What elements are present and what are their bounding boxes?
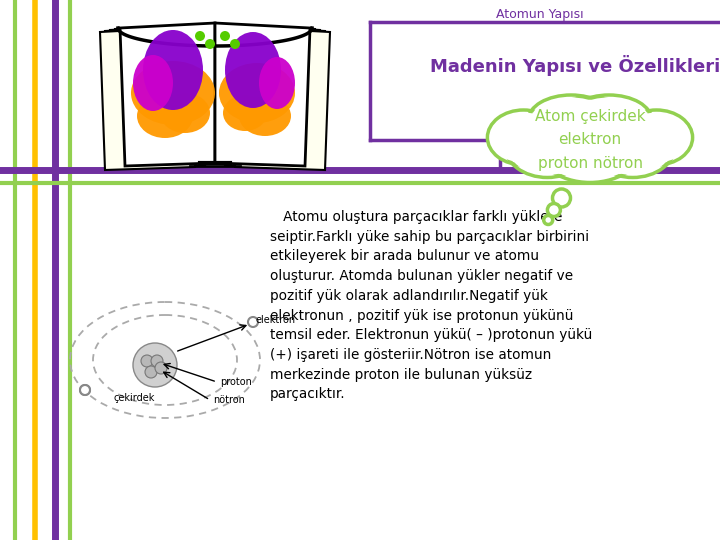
Ellipse shape bbox=[507, 115, 588, 175]
Ellipse shape bbox=[533, 98, 647, 183]
Ellipse shape bbox=[239, 96, 291, 136]
Ellipse shape bbox=[259, 57, 295, 109]
Text: nötron: nötron bbox=[213, 395, 245, 405]
Polygon shape bbox=[215, 23, 310, 166]
Ellipse shape bbox=[590, 112, 675, 178]
Ellipse shape bbox=[143, 30, 203, 110]
Ellipse shape bbox=[531, 98, 611, 143]
Ellipse shape bbox=[131, 61, 215, 125]
Text: Madenin Yapısı ve Özellikleri: Madenin Yapısı ve Özellikleri bbox=[430, 55, 720, 76]
Circle shape bbox=[151, 355, 163, 367]
Circle shape bbox=[155, 362, 167, 374]
Text: Atomun Yapısı: Atomun Yapısı bbox=[496, 8, 584, 21]
Circle shape bbox=[133, 343, 177, 387]
Polygon shape bbox=[225, 25, 320, 168]
Text: proton: proton bbox=[220, 377, 252, 387]
Text: Atom çekirdek
elektron
proton nötron: Atom çekirdek elektron proton nötron bbox=[535, 109, 645, 171]
Text: Atomu oluştura parçacıklar farklı yüklere
seiptir.Farklı yüke sahip bu parçacıkl: Atomu oluştura parçacıklar farklı yükler… bbox=[270, 210, 593, 401]
Circle shape bbox=[544, 215, 553, 225]
Ellipse shape bbox=[536, 100, 644, 180]
Circle shape bbox=[80, 385, 90, 395]
Polygon shape bbox=[110, 25, 205, 168]
Ellipse shape bbox=[593, 115, 673, 175]
Ellipse shape bbox=[621, 110, 693, 165]
Polygon shape bbox=[220, 24, 315, 167]
Ellipse shape bbox=[569, 98, 649, 143]
Ellipse shape bbox=[219, 63, 295, 123]
Circle shape bbox=[220, 31, 230, 41]
Polygon shape bbox=[115, 24, 210, 167]
Circle shape bbox=[248, 317, 258, 327]
Ellipse shape bbox=[160, 93, 210, 133]
Polygon shape bbox=[230, 26, 325, 169]
Ellipse shape bbox=[566, 95, 652, 145]
Ellipse shape bbox=[505, 112, 590, 178]
Polygon shape bbox=[235, 27, 330, 170]
Circle shape bbox=[552, 189, 570, 207]
Polygon shape bbox=[105, 26, 200, 169]
Ellipse shape bbox=[133, 55, 173, 111]
Ellipse shape bbox=[490, 112, 557, 163]
Ellipse shape bbox=[225, 32, 281, 108]
Polygon shape bbox=[100, 27, 195, 170]
Ellipse shape bbox=[528, 95, 613, 145]
Circle shape bbox=[195, 31, 205, 41]
Text: elektron: elektron bbox=[255, 315, 295, 325]
Circle shape bbox=[230, 39, 240, 49]
Ellipse shape bbox=[487, 110, 559, 165]
Ellipse shape bbox=[223, 95, 267, 131]
Circle shape bbox=[80, 385, 90, 395]
Circle shape bbox=[205, 39, 215, 49]
Polygon shape bbox=[120, 23, 215, 166]
Circle shape bbox=[141, 355, 153, 367]
Ellipse shape bbox=[137, 94, 193, 138]
Circle shape bbox=[547, 204, 560, 217]
Ellipse shape bbox=[623, 112, 690, 163]
Circle shape bbox=[145, 366, 157, 378]
Text: çekirdek: çekirdek bbox=[113, 393, 154, 403]
